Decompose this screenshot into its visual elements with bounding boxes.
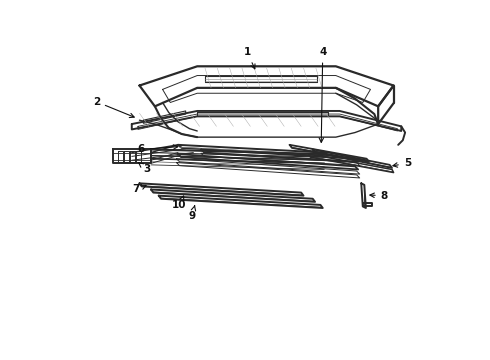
Text: 9: 9 xyxy=(188,206,196,221)
Text: 6: 6 xyxy=(137,144,178,154)
Text: 2: 2 xyxy=(93,97,134,117)
Text: 8: 8 xyxy=(370,191,388,201)
Text: 7: 7 xyxy=(133,184,146,194)
Text: 1: 1 xyxy=(244,48,255,69)
Text: 10: 10 xyxy=(172,196,187,210)
Text: 5: 5 xyxy=(393,158,411,168)
Text: 3: 3 xyxy=(139,162,151,175)
Text: 4: 4 xyxy=(319,48,326,142)
